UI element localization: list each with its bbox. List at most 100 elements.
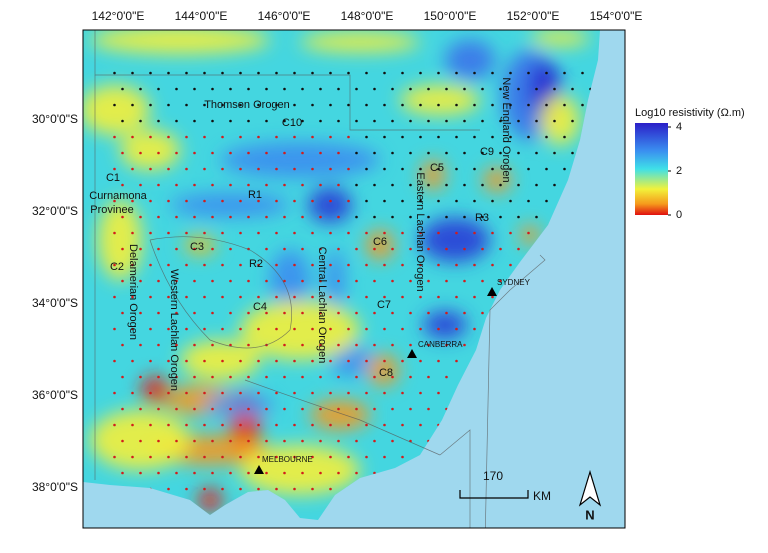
station-dot	[131, 71, 134, 75]
station-dot	[437, 391, 440, 395]
station-dot	[175, 279, 178, 283]
station-dot	[247, 215, 250, 219]
station-dot	[409, 279, 412, 283]
station-dot	[419, 135, 422, 139]
station-dot	[293, 199, 296, 203]
station-dot	[329, 135, 332, 139]
station-dot	[499, 151, 502, 155]
station-dot	[275, 295, 278, 299]
station-dot	[401, 295, 404, 299]
station-dot	[355, 279, 358, 283]
station-dot	[229, 183, 232, 187]
station-dot	[427, 151, 430, 155]
station-dot	[455, 135, 458, 139]
station-dot	[203, 359, 206, 363]
station-dot	[347, 199, 350, 203]
station-dot	[473, 167, 476, 171]
city-label: MELBOURNE	[262, 455, 313, 464]
station-dot	[275, 455, 278, 459]
station-dot	[275, 359, 278, 363]
longitude-label: 154°0'0"E	[590, 9, 643, 23]
station-dot	[445, 87, 448, 91]
station-dot	[113, 295, 116, 299]
station-dot	[517, 215, 520, 219]
longitude-label: 144°0'0"E	[175, 9, 228, 23]
station-dot	[239, 199, 242, 203]
raster-patch	[308, 187, 352, 223]
station-dot	[401, 423, 404, 427]
longitude-label: 146°0'0"E	[258, 9, 311, 23]
city-marker	[254, 465, 264, 474]
station-dot	[437, 167, 440, 171]
station-dot	[283, 279, 286, 283]
station-dot	[445, 343, 448, 347]
station-dot	[283, 311, 286, 315]
station-dot	[427, 375, 430, 379]
region-label: C1	[106, 172, 120, 184]
station-dot	[185, 487, 188, 491]
latitude-label: 32°0'0"S	[32, 204, 78, 218]
station-dot	[355, 471, 358, 475]
station-dot	[239, 327, 242, 331]
station-dot	[229, 279, 232, 283]
region-label: Thomson Orogen	[204, 99, 290, 111]
station-dot	[113, 263, 116, 267]
station-dot	[463, 247, 466, 251]
station-dot	[175, 183, 178, 187]
state-border	[244, 379, 441, 456]
station-dot	[383, 391, 386, 395]
station-dot	[193, 247, 196, 251]
raster-patch	[520, 225, 540, 245]
station-dot	[193, 151, 196, 155]
north-arrow-shape	[578, 469, 602, 507]
raster-patch	[530, 30, 590, 46]
station-dot	[239, 359, 242, 363]
station-dot	[185, 71, 188, 75]
station-dot	[391, 247, 394, 251]
station-dot	[221, 199, 224, 203]
station-dot	[455, 295, 458, 299]
station-dot	[409, 311, 412, 315]
station-dot	[185, 391, 188, 395]
station-dot	[355, 439, 358, 443]
station-dot	[239, 71, 242, 75]
station-dot	[455, 359, 458, 363]
station-dot	[139, 151, 142, 155]
station-dot	[203, 231, 206, 235]
station-dot	[301, 279, 304, 283]
station-dot	[365, 71, 368, 75]
station-dot	[211, 215, 214, 219]
station-dot	[571, 119, 574, 123]
station-dot	[383, 327, 386, 331]
raster-patch	[98, 200, 142, 280]
station-dot	[139, 215, 142, 219]
station-dot	[121, 247, 124, 251]
station-dot	[517, 151, 520, 155]
station-dot	[437, 327, 440, 331]
station-dot	[175, 343, 178, 347]
station-dot	[265, 375, 268, 379]
station-dot	[175, 407, 178, 411]
station-dot	[157, 183, 160, 187]
station-dot	[409, 407, 412, 411]
station-dot	[401, 71, 404, 75]
station-dot	[311, 71, 314, 75]
station-dot	[131, 359, 134, 363]
station-dot	[185, 231, 188, 235]
station-dot	[175, 119, 178, 123]
city-marker	[487, 287, 497, 296]
station-dot	[185, 103, 188, 107]
station-dot	[211, 439, 214, 443]
station-dot	[229, 215, 232, 219]
station-dot	[293, 423, 296, 427]
station-dot	[437, 231, 440, 235]
station-dot	[283, 439, 286, 443]
station-dot	[211, 375, 214, 379]
station-dot	[553, 119, 556, 123]
station-dot	[319, 471, 322, 475]
station-dot	[167, 455, 170, 459]
station-dot	[257, 391, 260, 395]
station-dot	[491, 263, 494, 267]
station-dot	[283, 247, 286, 251]
